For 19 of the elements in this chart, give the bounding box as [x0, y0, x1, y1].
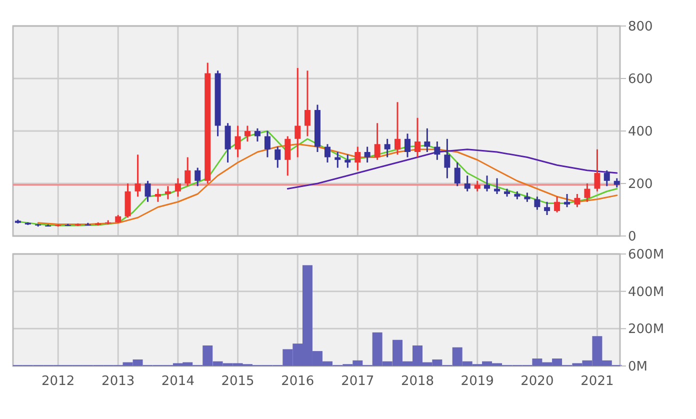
x-tick-label: 2016 — [281, 374, 314, 389]
y-tick-label: 400 — [628, 124, 653, 140]
x-tick-label: 2020 — [520, 374, 554, 389]
y-tick-label: 800 — [628, 20, 653, 35]
y-tick-label: 600M — [628, 248, 664, 263]
x-tick-label: 2019 — [460, 374, 494, 389]
y-tick-label: 200M — [628, 322, 664, 338]
y-tick-label: 200 — [628, 177, 653, 192]
y-tick-label: 600 — [628, 72, 653, 88]
x-tick-label: 2015 — [221, 374, 254, 389]
x-tick-label: 2018 — [400, 374, 434, 389]
y-tick-label: 0 — [628, 230, 636, 245]
x-tick-label: 2014 — [161, 374, 194, 389]
y-tick-label: 0M — [628, 360, 648, 375]
x-tick-label: 2013 — [102, 374, 135, 389]
x-tick-label: 2017 — [341, 374, 374, 389]
x-tick-label: 2021 — [580, 374, 614, 389]
x-tick-label: 2012 — [42, 374, 75, 389]
y-tick-label: 400M — [628, 284, 664, 300]
